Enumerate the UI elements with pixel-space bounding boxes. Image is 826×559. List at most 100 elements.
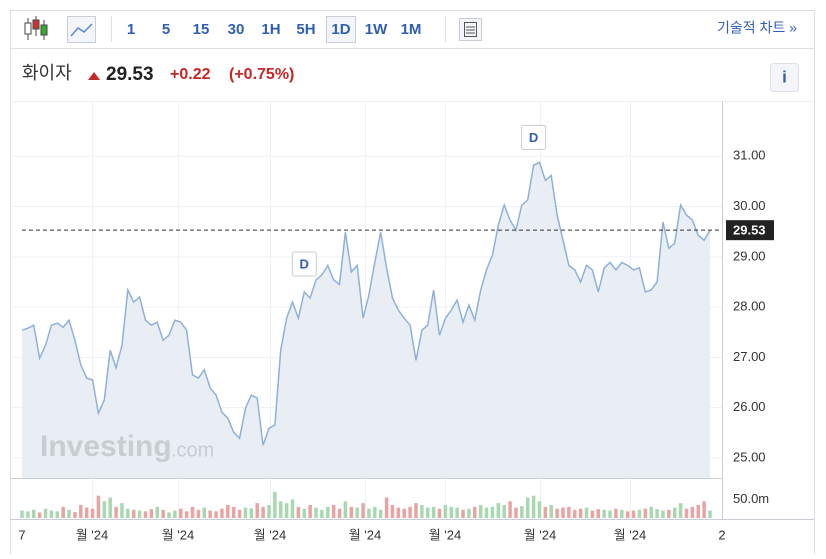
volume-bar: [337, 508, 342, 518]
volume-bar: [137, 510, 142, 518]
volume-bar: [525, 497, 530, 518]
dividend-marker[interactable]: [291, 251, 317, 277]
interval-button[interactable]: 1W: [365, 21, 388, 38]
volume-bar: [684, 508, 689, 518]
volume-bar: [443, 505, 448, 518]
x-tick-label: 월 '24: [76, 527, 109, 542]
volume-bar: [296, 506, 301, 518]
volume-bar: [461, 509, 465, 518]
volume-bar: [520, 506, 524, 518]
volume-bar: [696, 505, 700, 518]
volume-bar: [184, 511, 189, 518]
area-icon-line: [70, 23, 93, 37]
volume-bar: [331, 505, 336, 518]
volume-bar: [249, 508, 254, 518]
volume-bar: [90, 508, 95, 518]
volume-bar: [261, 506, 265, 518]
dividend-label: D: [300, 256, 309, 271]
interval-button[interactable]: 15: [193, 21, 210, 38]
interval-button[interactable]: 5: [162, 21, 170, 38]
volume-bar: [208, 510, 212, 518]
volume-bar: [608, 510, 612, 518]
volume-bar: [284, 503, 289, 518]
volume-bar: [179, 508, 183, 518]
volume-bar: [149, 509, 154, 518]
volume-bar: [231, 506, 236, 518]
volume-bar: [131, 509, 136, 518]
x-tick-label: 월 '24: [614, 527, 647, 542]
interval-selected: [326, 16, 356, 43]
volume-bar: [367, 508, 371, 518]
volume-bar: [584, 507, 589, 518]
interval-button[interactable]: 1H: [261, 21, 280, 38]
volume-bar: [396, 507, 401, 518]
last-price-label: 29.53: [733, 223, 766, 238]
interval-button[interactable]: 30: [228, 21, 245, 38]
volume-bar: [473, 506, 477, 518]
volume-bar: [114, 506, 118, 518]
volume-bar: [449, 506, 454, 518]
volume-bar: [402, 508, 406, 518]
volume-bar: [543, 506, 548, 518]
volume-bar: [625, 511, 630, 518]
volume-bar: [678, 503, 683, 518]
volume-bar: [273, 492, 277, 518]
volume-bar: [661, 510, 665, 518]
interval-button[interactable]: 1D: [331, 21, 350, 38]
volume-bar: [708, 510, 712, 518]
table-icon[interactable]: [459, 18, 482, 41]
y-tick-label: 26.00: [733, 399, 766, 414]
volume-bar: [702, 501, 706, 518]
volume-bar: [384, 497, 389, 518]
info-button[interactable]: [770, 63, 799, 92]
volume-bar: [378, 509, 383, 518]
volume-bar: [555, 508, 559, 518]
volume-bar: [637, 509, 642, 518]
volume-bar: [667, 509, 671, 518]
volume-bar: [390, 505, 395, 518]
up-arrow: [88, 72, 100, 80]
x-tick-label: 월 '24: [349, 527, 382, 542]
interval-button[interactable]: 5H: [296, 21, 315, 38]
y-tick-label: 27.00: [733, 349, 766, 364]
volume-bar: [84, 507, 89, 518]
volume-bar: [361, 503, 365, 518]
tech-chart-link[interactable]: 기술적 차트 »: [717, 20, 797, 36]
x-tick-label: 7: [18, 527, 25, 542]
volume-tick-label: 50.0m: [733, 491, 769, 506]
x-tick-label: 월 '24: [162, 527, 195, 542]
volume-bar: [537, 501, 542, 518]
x-tick-label: 월 '24: [524, 527, 557, 542]
volume-bar: [414, 503, 418, 518]
dividend-marker[interactable]: [521, 124, 547, 150]
volume-bar: [308, 505, 312, 518]
x-tick-label: 월 '24: [429, 527, 462, 542]
interval-button[interactable]: 1M: [401, 21, 422, 38]
last-price-box: [726, 220, 774, 241]
volume-bar: [437, 508, 442, 518]
volume-bar: [108, 497, 112, 518]
volume-bar: [278, 501, 283, 518]
volume-bar: [161, 509, 165, 518]
volume-bar: [226, 505, 230, 518]
volume-bar: [349, 506, 354, 518]
volume-bar: [67, 509, 71, 518]
candle-icon[interactable]: [24, 16, 48, 40]
volume-bar: [267, 505, 271, 518]
volume-bar: [243, 507, 248, 518]
volume-bar: [61, 506, 65, 518]
volume-bar: [355, 507, 359, 518]
volume-bar: [96, 495, 101, 518]
volume-bar: [20, 510, 24, 518]
volume-bar: [643, 508, 648, 518]
price-change-pct: (+0.75%): [229, 66, 294, 83]
last-price: 29.53: [106, 64, 154, 85]
volume-bar: [649, 506, 653, 518]
volume-bar: [196, 509, 201, 518]
volume-bar: [202, 507, 207, 518]
volume-bar: [602, 509, 606, 518]
volume-bar: [37, 512, 42, 518]
interval-button[interactable]: 1: [127, 21, 135, 38]
volume-bar: [220, 508, 224, 518]
